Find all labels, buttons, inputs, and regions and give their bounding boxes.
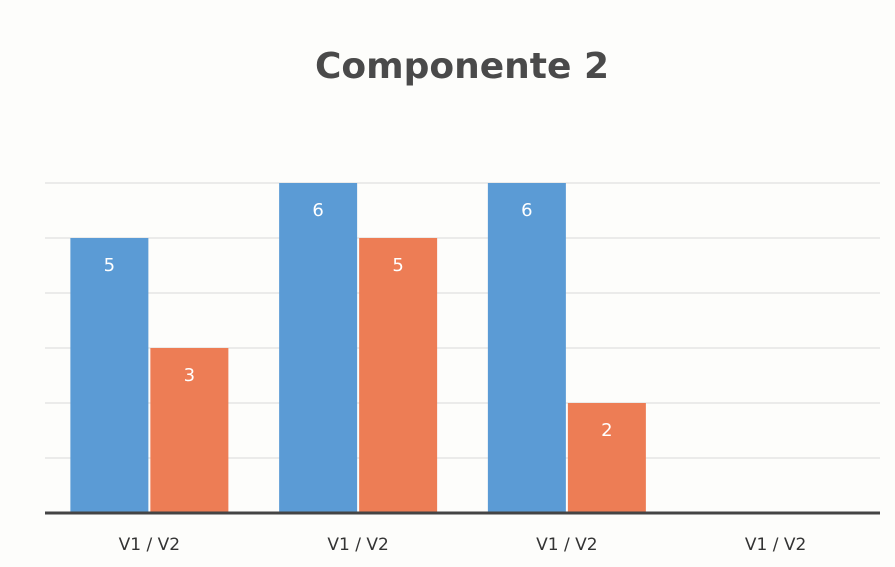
data-label: 6 <box>521 200 532 221</box>
bar <box>279 183 358 513</box>
data-label: 3 <box>184 365 195 386</box>
data-label: 6 <box>312 200 323 221</box>
bar <box>487 183 566 513</box>
data-label: 2 <box>601 420 612 441</box>
bar <box>150 348 229 513</box>
data-label: 5 <box>104 255 115 276</box>
bar <box>359 238 438 513</box>
chart-title: Componente 2 <box>315 46 609 87</box>
x-tick-label: V1 / V2 <box>745 535 806 555</box>
bar <box>70 238 149 513</box>
x-tick-label: V1 / V2 <box>119 535 180 555</box>
x-tick-label: V1 / V2 <box>327 535 388 555</box>
bar <box>567 403 646 513</box>
data-label: 5 <box>392 255 403 276</box>
x-tick-label: V1 / V2 <box>536 535 597 555</box>
